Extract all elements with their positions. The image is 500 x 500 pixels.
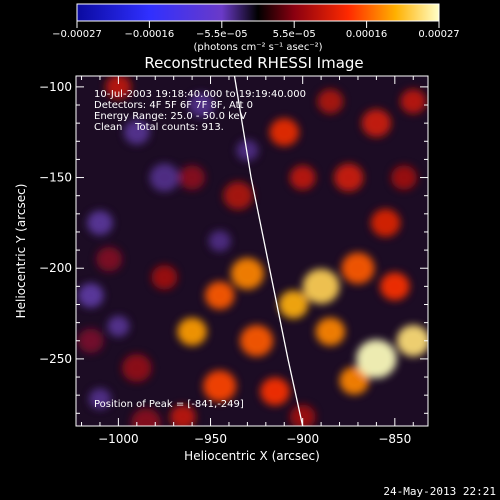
colorbar-bar (76, 3, 440, 22)
heatmap-blob (169, 404, 196, 426)
chart-title: Reconstructed RHESSI Image (144, 54, 363, 72)
heatmap-blob (96, 246, 123, 272)
x-tick-label: −950 (194, 432, 227, 446)
x-axis-label: Heliocentric X (arcsec) (184, 449, 320, 463)
heatmap-blob (208, 230, 231, 252)
heatmap-blob (391, 165, 417, 190)
footer-date: 24-May-2013 22:21 (383, 485, 496, 498)
heatmap-blob (105, 76, 132, 100)
heatmap-blob (122, 353, 152, 382)
heatmap-blob (370, 208, 401, 237)
heatmap-blob (315, 317, 346, 346)
heatmap-blob (289, 404, 316, 426)
y-tick-label: −200 (39, 261, 72, 275)
plot-frame (75, 75, 429, 427)
heatmap-blob (396, 325, 428, 357)
colorbar-ticks (76, 21, 440, 28)
x-tick-label: −1000 (98, 432, 139, 446)
heatmap-blob (230, 257, 264, 290)
heatmap-blob (205, 281, 235, 310)
heatmap-blob (88, 388, 112, 410)
heatmap-blob (123, 119, 150, 145)
heatmap-blob (77, 283, 104, 308)
plot-area: −1000 −950 −900 −850 −250 −200 −150 −100 10-Ju… (39, 75, 429, 446)
y-tick-label: −150 (39, 171, 72, 185)
heatmap-blob (278, 290, 309, 319)
heatmap-image (77, 76, 428, 426)
heatmap-blob (269, 118, 299, 147)
colorbar-unit-label: (photons cm⁻² s⁻¹ asec⁻²) (193, 42, 322, 53)
solar-limb-arc (233, 76, 304, 426)
heatmap-blob (302, 268, 340, 304)
heatmap-blob (236, 139, 259, 161)
colorbar: −0.00027 −0.00016 −5.5e−05 5.5e−05 0.00016 0.… (52, 3, 460, 53)
heatmap-blob (149, 163, 180, 192)
heatmap-blob (203, 370, 237, 402)
heatmap-blob (240, 325, 274, 357)
heatmap-blob (188, 92, 215, 118)
heatmap-blob (260, 377, 290, 406)
x-tick-label: −900 (286, 432, 319, 446)
annotation-energy: Energy Range: 25.0 - 50.0 keV (94, 111, 247, 122)
heatmap-blob (289, 165, 316, 190)
x-tick-label: −850 (378, 432, 411, 446)
y-tick-label: −100 (39, 80, 72, 94)
heatmap-blob (361, 109, 392, 138)
heatmap-blob (356, 339, 397, 379)
heatmap-blob (179, 165, 206, 190)
colorbar-tick-label: 0.00016 (346, 29, 387, 40)
annotation-detectors: Detectors: 4F 5F 6F 7F 8F, Att 0 (94, 100, 253, 111)
colorbar-tick-labels: −0.00027 −0.00016 −5.5e−05 5.5e−05 0.00016 0.… (52, 29, 460, 40)
heatmap-blob (87, 210, 113, 236)
annotation-time: 10-Jul-2003 19:18:40.000 to 19:19:40.000 (94, 89, 306, 100)
annotation-clean: Clean Total counts: 913. (94, 122, 224, 133)
y-axis-label: Heliocentric Y (arcsec) (14, 184, 28, 319)
heatmap-blob (341, 252, 375, 284)
y-axis-ticks: −250 −200 −150 −100 (39, 80, 428, 414)
heatmap-blob (339, 366, 370, 395)
heatmap-blob (317, 89, 344, 114)
colorbar-tick-label: −5.5e−05 (196, 29, 248, 40)
peak-position-label: Position of Peak = [-841,-249] (94, 399, 244, 410)
colorbar-tick-label: 0.00027 (418, 29, 459, 40)
heatmap-blob (77, 328, 104, 354)
heatmap-blob (334, 163, 364, 192)
x-axis-ticks: −1000 −950 −900 −850 (81, 76, 414, 446)
y-tick-label: −250 (39, 352, 72, 366)
heatmap-blob (131, 408, 161, 426)
colorbar-tick-label: −0.00016 (125, 29, 175, 40)
colorbar-tick-label: −0.00027 (52, 29, 102, 40)
heatmap-blob (223, 181, 253, 210)
heatmap-blob (380, 272, 410, 301)
heatmap-blob (400, 89, 427, 114)
heatmap-blob (151, 265, 178, 290)
heatmap-blob (107, 315, 130, 337)
colorbar-tick-label: 5.5e−05 (273, 29, 316, 40)
heatmap-blob (177, 317, 207, 346)
